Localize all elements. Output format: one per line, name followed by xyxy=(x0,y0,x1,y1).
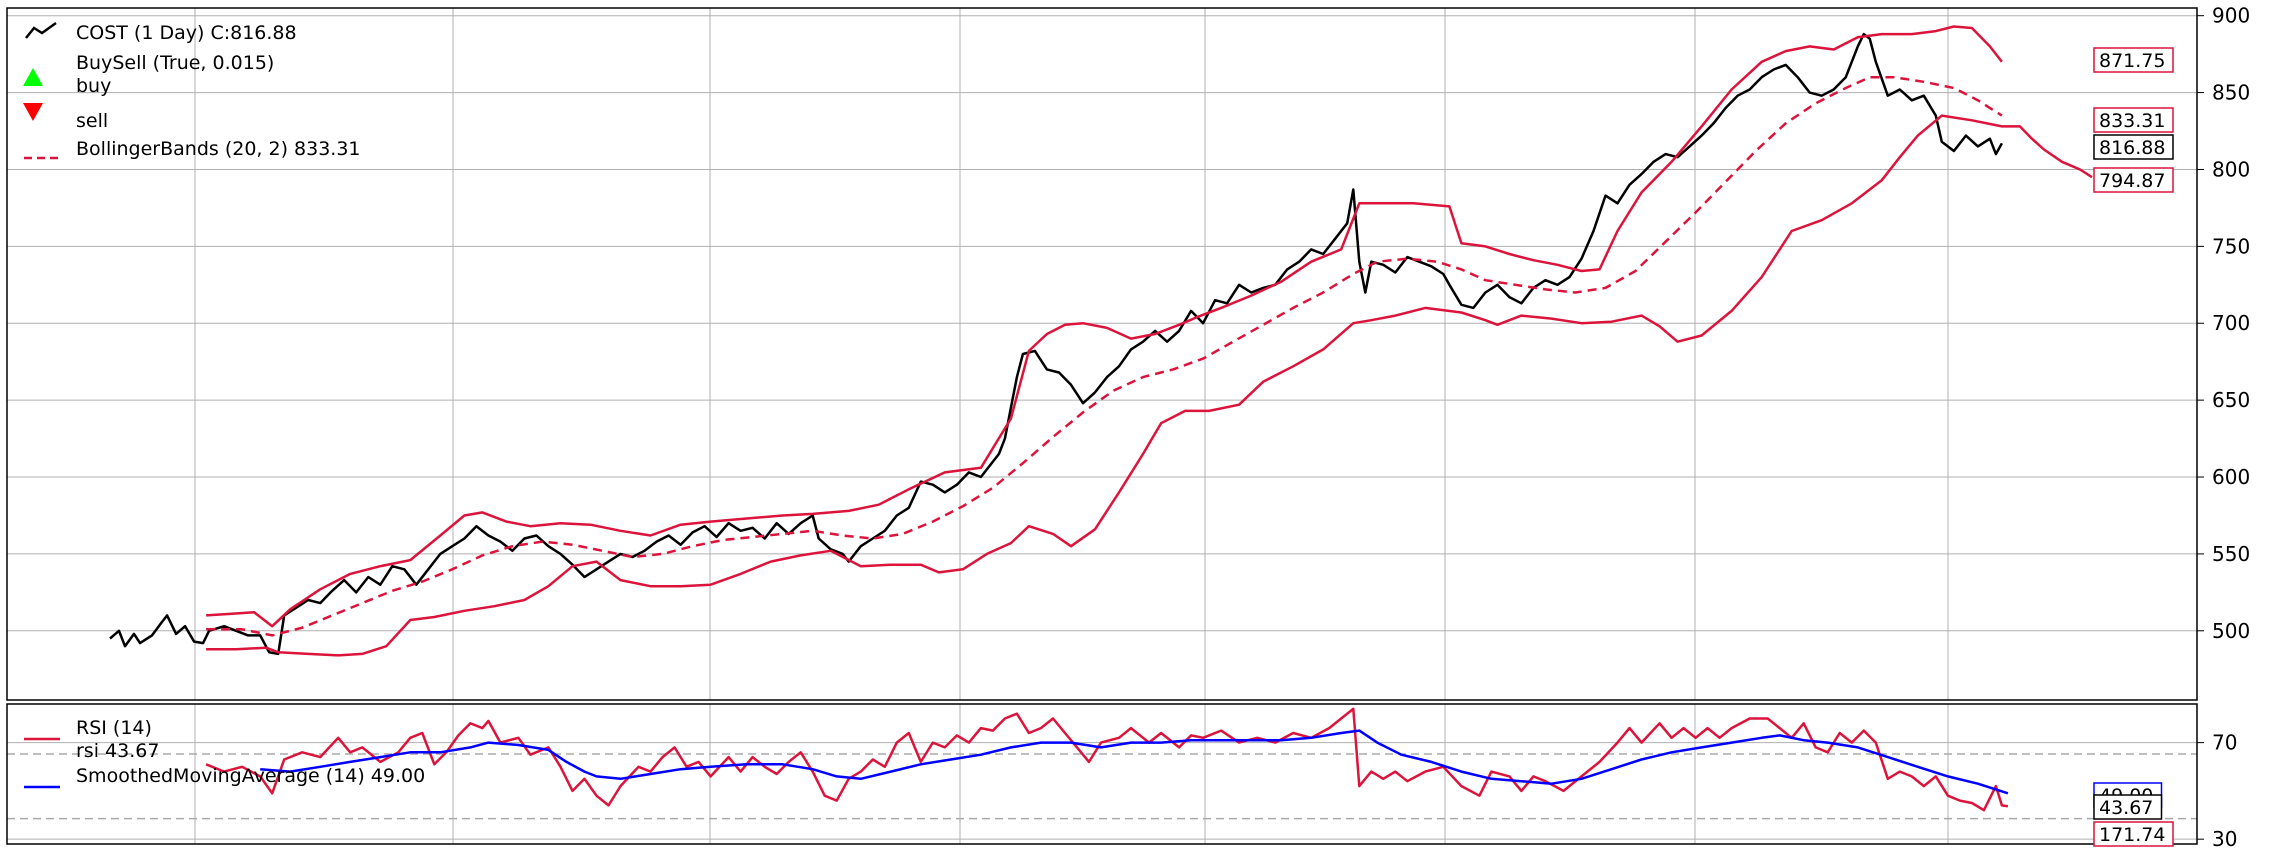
series-line-bb_top xyxy=(206,25,2003,628)
last-value-label: 871.75 xyxy=(2099,50,2165,72)
legend-triangle-up-icon xyxy=(23,68,43,86)
series-line-cost xyxy=(109,32,2003,656)
legend-triangle-down-icon xyxy=(23,103,43,121)
last-value-label: 43.67 xyxy=(2099,797,2153,819)
y-tick-label: 70 xyxy=(2212,731,2237,755)
last-value-label: 794.87 xyxy=(2099,170,2165,192)
y-tick-label: 650 xyxy=(2212,388,2250,412)
series-line-bb_mid xyxy=(206,75,2003,637)
last-value-label: 816.88 xyxy=(2099,137,2165,159)
rsi-legend: RSI (14)rsi 43.67 SmoothedMovingAverage (… xyxy=(24,717,425,789)
price-last-value-labels: 871.75 833.31 816.88 794.87 xyxy=(2093,47,2174,193)
y-tick-label: 500 xyxy=(2212,619,2250,643)
price-plot-area xyxy=(109,25,2093,657)
last-value-box xyxy=(2093,167,2174,193)
y-tick-label: 30 xyxy=(2212,827,2237,849)
rsi-plot-area xyxy=(205,707,2009,812)
last-value-label: 833.31 xyxy=(2099,110,2165,132)
rsi-y-axis: 30 70 xyxy=(2197,731,2237,851)
rsi-panel-frame xyxy=(6,703,2198,845)
legend-label: BollingerBands (20, 2) 833.31 xyxy=(76,138,361,160)
price-grid xyxy=(7,8,2197,700)
last-value-box xyxy=(2093,107,2174,133)
last-value-label: 171.74 xyxy=(2099,824,2165,846)
y-tick-label: 750 xyxy=(2212,234,2250,258)
legend-label: RSI (14) xyxy=(76,717,152,739)
y-tick-label: 550 xyxy=(2212,542,2250,566)
last-value-box xyxy=(2093,47,2174,73)
price-panel-frame xyxy=(6,7,2198,701)
price-y-axis: 500 550 600 650 700 750 800 850 900 xyxy=(2197,4,2250,643)
legend-line-icon xyxy=(25,21,57,39)
legend-sub-label: rsi 43.67 xyxy=(76,740,159,762)
last-value-box xyxy=(2093,134,2174,160)
last-value-box xyxy=(2093,821,2174,847)
y-tick-label: 900 xyxy=(2212,4,2250,28)
y-tick-label: 700 xyxy=(2212,311,2250,335)
legend-label: SmoothedMovingAverage (14) 49.00 xyxy=(76,765,425,787)
y-tick-label: 800 xyxy=(2212,157,2250,181)
series-line-rsi xyxy=(205,707,2009,812)
series-line-bb_bot xyxy=(206,114,2093,657)
legend-label: sell xyxy=(76,110,108,132)
legend-sub-label: buy xyxy=(76,75,111,97)
last-value-box xyxy=(2093,794,2163,820)
y-tick-label: 600 xyxy=(2212,465,2250,489)
price-legend: COST (1 Day) C:816.88 BuySell (True, 0.01… xyxy=(23,21,361,160)
legend-label: COST (1 Day) C:816.88 xyxy=(76,22,297,44)
legend-label: BuySell (True, 0.015) xyxy=(76,52,274,74)
series-line-sma xyxy=(260,729,2009,795)
y-tick-label: 850 xyxy=(2212,81,2250,105)
